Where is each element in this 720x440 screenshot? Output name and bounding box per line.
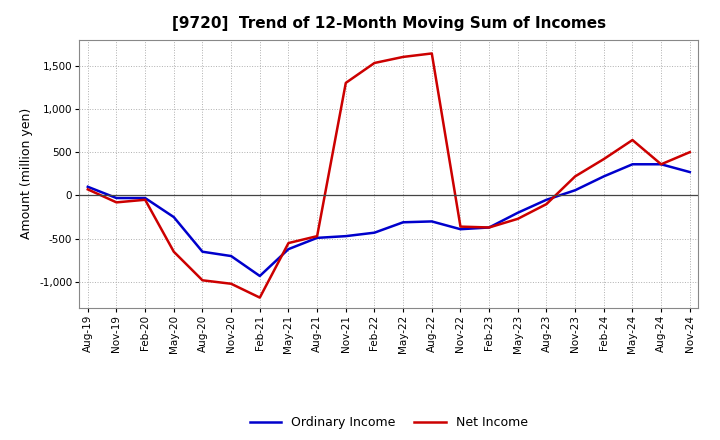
Ordinary Income	[256, 273, 264, 279]
Net Income	[685, 150, 694, 155]
Ordinary Income	[341, 234, 350, 239]
Net Income	[628, 137, 636, 143]
Ordinary Income	[628, 161, 636, 167]
Ordinary Income	[428, 219, 436, 224]
Net Income	[84, 187, 92, 192]
Y-axis label: Amount (million yen): Amount (million yen)	[20, 108, 33, 239]
Ordinary Income	[685, 169, 694, 175]
Ordinary Income	[198, 249, 207, 254]
Ordinary Income	[227, 253, 235, 259]
Net Income	[198, 278, 207, 283]
Ordinary Income	[513, 210, 522, 216]
Ordinary Income	[542, 197, 551, 202]
Net Income	[513, 216, 522, 221]
Ordinary Income	[657, 161, 665, 167]
Line: Ordinary Income: Ordinary Income	[88, 164, 690, 276]
Ordinary Income	[399, 220, 408, 225]
Net Income	[571, 174, 580, 179]
Net Income	[428, 51, 436, 56]
Net Income	[256, 295, 264, 300]
Ordinary Income	[284, 246, 293, 252]
Ordinary Income	[456, 227, 465, 232]
Ordinary Income	[571, 187, 580, 193]
Net Income	[112, 200, 121, 205]
Ordinary Income	[141, 195, 150, 201]
Ordinary Income	[600, 174, 608, 179]
Ordinary Income	[370, 230, 379, 235]
Net Income	[227, 281, 235, 286]
Net Income	[600, 157, 608, 162]
Net Income	[284, 240, 293, 246]
Ordinary Income	[485, 225, 493, 230]
Net Income	[542, 202, 551, 207]
Net Income	[141, 197, 150, 202]
Ordinary Income	[84, 184, 92, 190]
Ordinary Income	[169, 214, 178, 220]
Legend: Ordinary Income, Net Income: Ordinary Income, Net Income	[250, 416, 528, 429]
Net Income	[370, 60, 379, 66]
Net Income	[485, 225, 493, 230]
Title: [9720]  Trend of 12-Month Moving Sum of Incomes: [9720] Trend of 12-Month Moving Sum of I…	[172, 16, 606, 32]
Line: Net Income: Net Income	[88, 53, 690, 297]
Net Income	[169, 249, 178, 254]
Net Income	[657, 161, 665, 167]
Ordinary Income	[312, 235, 321, 241]
Net Income	[341, 80, 350, 85]
Ordinary Income	[112, 195, 121, 201]
Net Income	[312, 234, 321, 239]
Net Income	[399, 54, 408, 59]
Net Income	[456, 224, 465, 229]
